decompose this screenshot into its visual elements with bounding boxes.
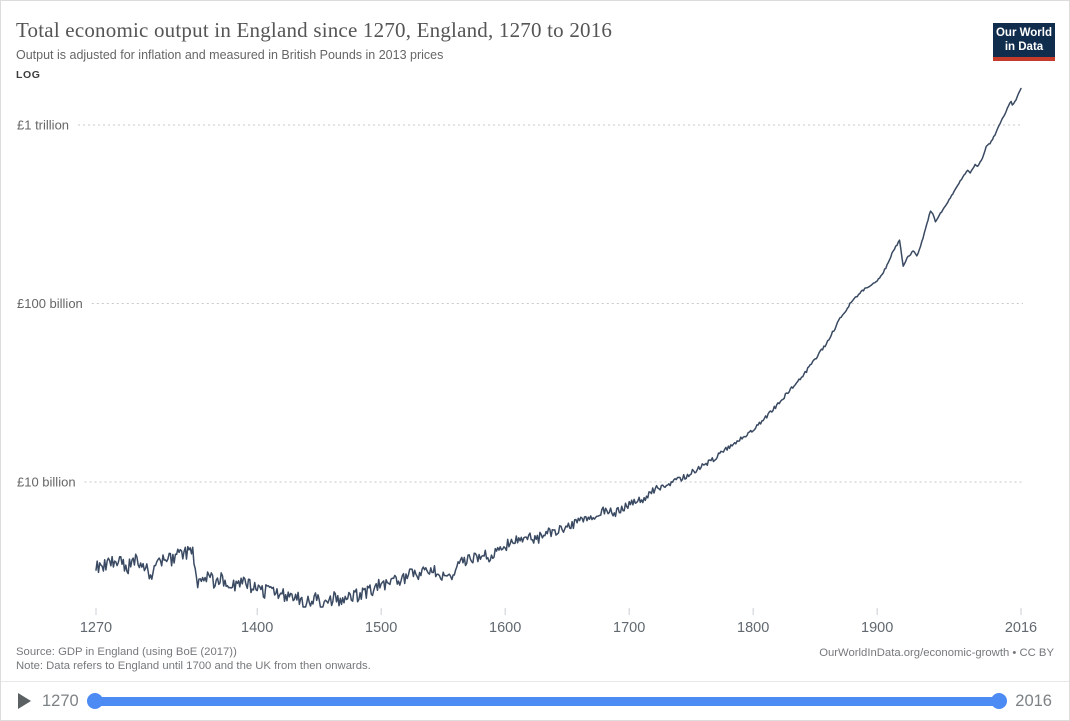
timeline-slider-range[interactable] <box>92 697 1002 706</box>
timeline-bar: 1270 2016 <box>1 681 1069 720</box>
source-text[interactable]: Source: GDP in England (using BoE (2017)… <box>16 646 237 658</box>
x-axis-label: 1800 <box>737 620 769 636</box>
footnotes: Source: GDP in England (using BoE (2017)… <box>16 645 371 673</box>
owid-logo-line1: Our World <box>995 27 1052 39</box>
owid-logo[interactable]: Our World in Data <box>993 23 1055 61</box>
credit-text[interactable]: OurWorldInData.org/economic-growth • CC … <box>819 647 1054 659</box>
x-axis-label: 1400 <box>241 620 273 636</box>
timeline-handle-start[interactable] <box>86 693 103 709</box>
y-axis-label: £1 trillion <box>17 118 69 133</box>
timeline-handle-end[interactable] <box>991 693 1008 709</box>
x-axis-label: 1270 <box>80 620 112 636</box>
page-subtitle: Output is adjusted for inflation and mea… <box>16 48 444 62</box>
chart-header: Total economic output in England since 1… <box>16 18 612 81</box>
x-axis-label: 1700 <box>613 620 645 636</box>
note-text: Note: Data refers to England until 1700 … <box>16 660 371 672</box>
y-axis-label: £100 billion <box>17 296 83 311</box>
owid-logo-line2: in Data <box>1004 40 1044 53</box>
chart-canvas[interactable]: £1 trillion £100 billion £10 billion 1270 14… <box>1 81 1070 643</box>
y-axis-label: £10 billion <box>17 475 76 490</box>
x-axis-label: 1900 <box>861 620 893 636</box>
data-line <box>95 87 1022 608</box>
page-title: Total economic output in England since 1… <box>16 18 613 42</box>
timeline-start-year-label[interactable]: 1270 <box>42 691 79 710</box>
timeline-end-year-label[interactable]: 2016 <box>1015 691 1052 710</box>
log-scale-badge[interactable]: LOG <box>16 69 41 81</box>
timeline-slider[interactable] <box>86 693 1008 709</box>
x-axis-label: 1500 <box>365 620 397 636</box>
x-axis-label: 1600 <box>489 620 521 636</box>
play-button[interactable] <box>18 693 31 709</box>
x-axis-label: 2016 <box>1005 620 1037 636</box>
